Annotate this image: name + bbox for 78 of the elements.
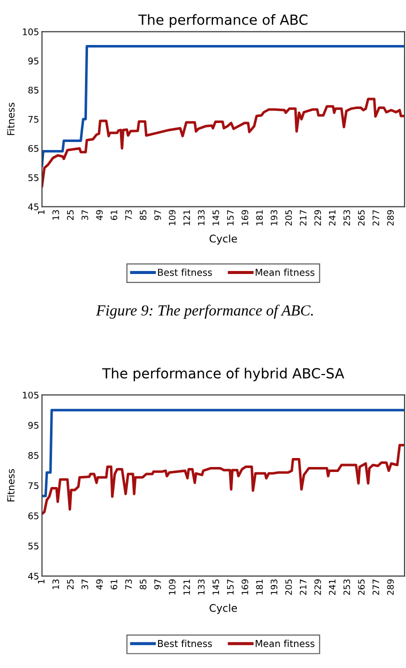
x-tick-label: 181 <box>256 580 263 595</box>
x-tick-label: 85 <box>140 210 146 220</box>
x-tick-label: 1 <box>38 210 44 214</box>
legend-label: Best fitness <box>158 268 212 276</box>
line-series <box>42 98 405 188</box>
x-tick-label: 61 <box>110 210 118 220</box>
x-tick-label: 25 <box>67 580 74 590</box>
x-tick-label: 217 <box>300 580 306 595</box>
x-tick-label: 277 <box>372 210 380 226</box>
y-axis-title: Fitness <box>7 102 15 136</box>
x-tick-label: 265 <box>358 210 365 226</box>
legend-label: Mean fitness <box>256 268 314 276</box>
x-tick-label: 241 <box>328 210 336 226</box>
y-tick-label: 105 <box>22 28 38 36</box>
y-tick-label: 45 <box>28 204 38 210</box>
y-tick-label: 85 <box>28 452 38 459</box>
chart-title: The performance of ABC <box>138 14 308 28</box>
y-tick-label: 85 <box>28 86 38 94</box>
legend-label: Best fitness <box>158 640 212 648</box>
x-axis-title: Cycle <box>210 234 237 245</box>
x-tick-label: 37 <box>82 580 88 590</box>
x-tick-label: 229 <box>314 210 321 226</box>
x-tick-label: 241 <box>328 580 336 595</box>
y-tick-label: 65 <box>28 512 38 520</box>
x-tick-label: 121 <box>183 210 190 226</box>
x-tick-label: 73 <box>125 210 132 220</box>
x-tick-label: 169 <box>242 579 248 595</box>
x-tick-label: 133 <box>198 210 205 226</box>
y-axis-title: Fitness <box>7 469 15 502</box>
x-tick-label: 169 <box>242 210 248 226</box>
x-tick-label: 205 <box>285 210 292 226</box>
chart-title: The performance of hybrid ABC-SA <box>102 368 344 382</box>
x-tick-label: 133 <box>198 579 205 595</box>
x-tick-label: 25 <box>67 210 74 220</box>
x-tick-label: 49 <box>96 210 103 220</box>
x-tick-label: 253 <box>343 579 350 595</box>
y-tick-label: 55 <box>28 542 38 550</box>
x-tick-label: 277 <box>372 580 380 595</box>
x-tick-label: 73 <box>125 579 132 590</box>
line-series <box>42 45 405 168</box>
x-tick-label: 265 <box>358 580 365 595</box>
x-tick-label: 145 <box>212 580 220 595</box>
x-axis-title: Cycle <box>210 604 237 614</box>
x-tick-label: 157 <box>227 210 234 226</box>
x-tick-label: 205 <box>285 580 292 595</box>
x-tick-label: 193 <box>270 210 278 226</box>
x-tick-label: 13 <box>52 210 60 220</box>
x-tick-label: 97 <box>154 580 161 590</box>
y-tick-label: 55 <box>28 174 38 182</box>
y-tick-label: 75 <box>28 482 38 490</box>
y-tick-label: 95 <box>28 422 38 429</box>
x-tick-label: 13 <box>52 579 60 589</box>
y-tick-label: 45 <box>28 572 38 580</box>
x-tick-label: 85 <box>140 580 146 590</box>
x-tick-label: 157 <box>227 580 234 595</box>
x-tick-label: 109 <box>168 210 176 226</box>
line-series <box>42 444 405 516</box>
x-tick-label: 109 <box>168 579 176 595</box>
x-tick-label: 217 <box>300 210 306 226</box>
x-tick-label: 193 <box>270 579 278 595</box>
x-tick-label: 1 <box>38 580 44 584</box>
x-tick-label: 289 <box>387 210 394 226</box>
y-tick-label: 75 <box>28 116 38 123</box>
x-tick-label: 229 <box>314 579 321 595</box>
x-tick-label: 253 <box>343 210 350 226</box>
x-tick-label: 289 <box>387 579 394 595</box>
y-tick-label: 95 <box>28 58 38 64</box>
x-tick-label: 37 <box>82 210 88 220</box>
y-tick-label: 105 <box>22 392 38 399</box>
x-tick-label: 61 <box>110 580 118 590</box>
y-tick-label: 65 <box>28 145 38 152</box>
x-tick-label: 181 <box>256 210 263 226</box>
caption: Figure 9: The performance of ABC. <box>96 304 313 319</box>
x-tick-label: 121 <box>183 580 190 595</box>
x-tick-label: 145 <box>212 210 220 226</box>
x-tick-label: 97 <box>154 210 161 220</box>
x-tick-label: 49 <box>96 579 103 590</box>
legend-label: Mean fitness <box>256 640 314 648</box>
